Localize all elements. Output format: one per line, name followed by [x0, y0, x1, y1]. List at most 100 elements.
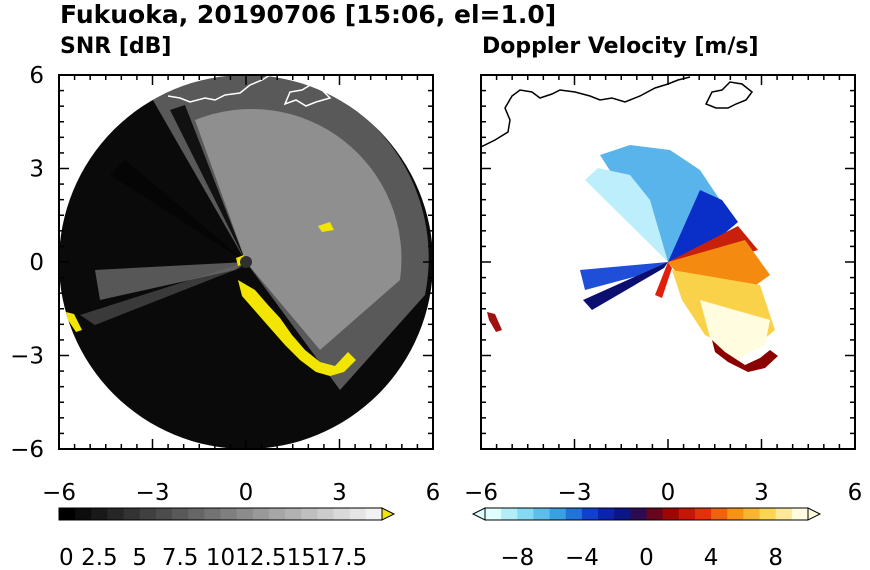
doppler-colorbar-under-triangle [471, 507, 486, 521]
doppler-coastline-islands [704, 81, 754, 109]
snr-colorbar-tick-label: 10 [206, 545, 235, 570]
snr-coastline [167, 75, 271, 103]
snr-colorbar-bin [188, 508, 205, 520]
snr-colorbar-tick-label: 0 [59, 545, 74, 570]
snr-blocked-wedge-2 [170, 105, 246, 262]
snr-x-tick-label: 0 [239, 480, 254, 506]
doppler-coastline [481, 76, 691, 148]
snr-x-tick-label: 3 [332, 480, 347, 506]
snr-colorbar-bin [317, 508, 335, 520]
snr-colorbar-bin [123, 508, 141, 520]
snr-overflow-patch [318, 222, 334, 232]
doppler-colorbar-bin [662, 508, 680, 520]
doppler-colorbar-bin [711, 508, 728, 520]
snr-colorbar-bin [268, 508, 286, 520]
snr-x-tick-label: −6 [42, 480, 76, 506]
snr-y-tick-label: −6 [10, 437, 44, 463]
doppler-approach-west [580, 262, 668, 290]
snr-colorbar-bin [75, 508, 92, 520]
doppler-colorbar-over-triangle [807, 507, 822, 521]
doppler-colorbar-bin [759, 508, 777, 520]
doppler-colorbar-tick-label: −8 [500, 545, 534, 570]
snr-colorbar-bin [236, 508, 254, 520]
doppler-colorbar-bin [549, 508, 567, 520]
snr-colorbar [58, 507, 396, 521]
doppler-colorbar [471, 507, 822, 521]
doppler-x-tick-labels: −6 −3 0 3 6 [464, 480, 862, 506]
doppler-colorbar-bin [598, 508, 615, 520]
doppler-colorbar-tick-label: 8 [768, 545, 783, 570]
snr-x-tick-labels: −6 −3 0 3 6 [42, 480, 440, 506]
snr-coastline-islands [283, 83, 332, 107]
doppler-approach-light [585, 168, 668, 262]
doppler-x-tick-label: −3 [558, 480, 592, 506]
doppler-approach-west-2 [583, 262, 668, 310]
snr-colorbar-bin [107, 508, 125, 520]
snr-echo-west-beam-2 [80, 262, 246, 325]
doppler-x-tick-label: 6 [848, 480, 863, 506]
snr-echo-field [80, 75, 429, 390]
snr-colorbar-bin [172, 508, 189, 520]
doppler-recede-pale [700, 300, 770, 360]
snr-blocked-wedge [110, 160, 246, 262]
doppler-colorbar-bin [646, 508, 664, 520]
doppler-colorbar-frame [484, 507, 809, 521]
doppler-colorbar-bin [565, 508, 583, 520]
snr-y-tick-labels: 6 3 0 −3 −6 [10, 63, 44, 463]
doppler-panel: −6 −3 0 3 6 −8 −4 0 4 8 [464, 74, 862, 570]
doppler-colorbar-bin [743, 508, 761, 520]
snr-echo-core [195, 108, 402, 351]
snr-colorbar-bin [301, 508, 318, 520]
snr-y-tick-label: −3 [10, 344, 44, 370]
doppler-colorbar-tick-label: 4 [704, 545, 719, 570]
snr-echo-sector [150, 75, 429, 390]
doppler-colorbar-bin [533, 508, 551, 520]
doppler-colorbar-bin [501, 508, 518, 520]
snr-colorbar-frame [58, 507, 383, 521]
doppler-colorbar-bin [517, 508, 534, 520]
doppler-colorbar-bin [630, 508, 647, 520]
snr-colorbar-bin [204, 508, 221, 520]
snr-colorbar-bin [220, 508, 238, 520]
doppler-x-tick-label: 3 [754, 480, 769, 506]
snr-colorbar-bin [139, 508, 157, 520]
snr-colorbar-tick-label: 2.5 [81, 545, 118, 570]
snr-colorbar-labels: 0 2.5 5 7.5 10 12.5 15 17.5 [59, 545, 367, 570]
doppler-panel-title: Doppler Velocity [m/s] [482, 34, 759, 59]
snr-colorbar-tick-label: 15 [287, 545, 316, 570]
snr-panel-title: SNR [dB] [60, 34, 172, 59]
figure-title: Fukuoka, 20190706 [15:06, el=1.0] [60, 0, 557, 29]
doppler-approach-deep [668, 190, 738, 262]
snr-y-tick-label: 3 [29, 157, 44, 183]
snr-colorbar-tick-label: 12.5 [235, 545, 286, 570]
doppler-colorbar-tick-label: 0 [639, 545, 654, 570]
doppler-colorbar-labels: −8 −4 0 4 8 [500, 545, 783, 570]
doppler-colorbar-bin [694, 508, 712, 520]
snr-overflow-coast [238, 280, 356, 376]
snr-panel: 6 3 0 −3 −6 −6 −3 0 3 6 0 2.5 5 7.5 10 12.5 15 17.5 [10, 63, 440, 570]
doppler-colorbar-bin [791, 508, 809, 520]
snr-y-tick-label: 0 [29, 250, 44, 276]
doppler-colorbar-tick-label: −4 [565, 545, 599, 570]
snr-colorbar-bin [349, 508, 367, 520]
doppler-colorbar-bin [775, 508, 793, 520]
snr-overflow-patch-2 [66, 312, 82, 332]
snr-colorbar-bin [252, 508, 270, 520]
snr-colorbar-bin [333, 508, 351, 520]
doppler-small-patch [487, 312, 502, 332]
snr-x-tick-label: −3 [136, 480, 170, 506]
doppler-axis-ticks [480, 74, 856, 450]
snr-colorbar-over-triangle [381, 507, 396, 521]
snr-axis-ticks [58, 74, 434, 450]
snr-colorbar-bin [365, 508, 383, 520]
snr-colorbar-bin [285, 508, 302, 520]
snr-x-tick-label: 6 [426, 480, 441, 506]
doppler-colorbar-bin [614, 508, 631, 520]
doppler-colorbar-bin [678, 508, 696, 520]
snr-colorbar-tick-label: 5 [132, 545, 147, 570]
doppler-colorbar-bin [581, 508, 599, 520]
doppler-x-tick-label: −6 [464, 480, 498, 506]
doppler-recede-coast-edge [712, 340, 778, 372]
radar-site-marker [240, 256, 252, 268]
